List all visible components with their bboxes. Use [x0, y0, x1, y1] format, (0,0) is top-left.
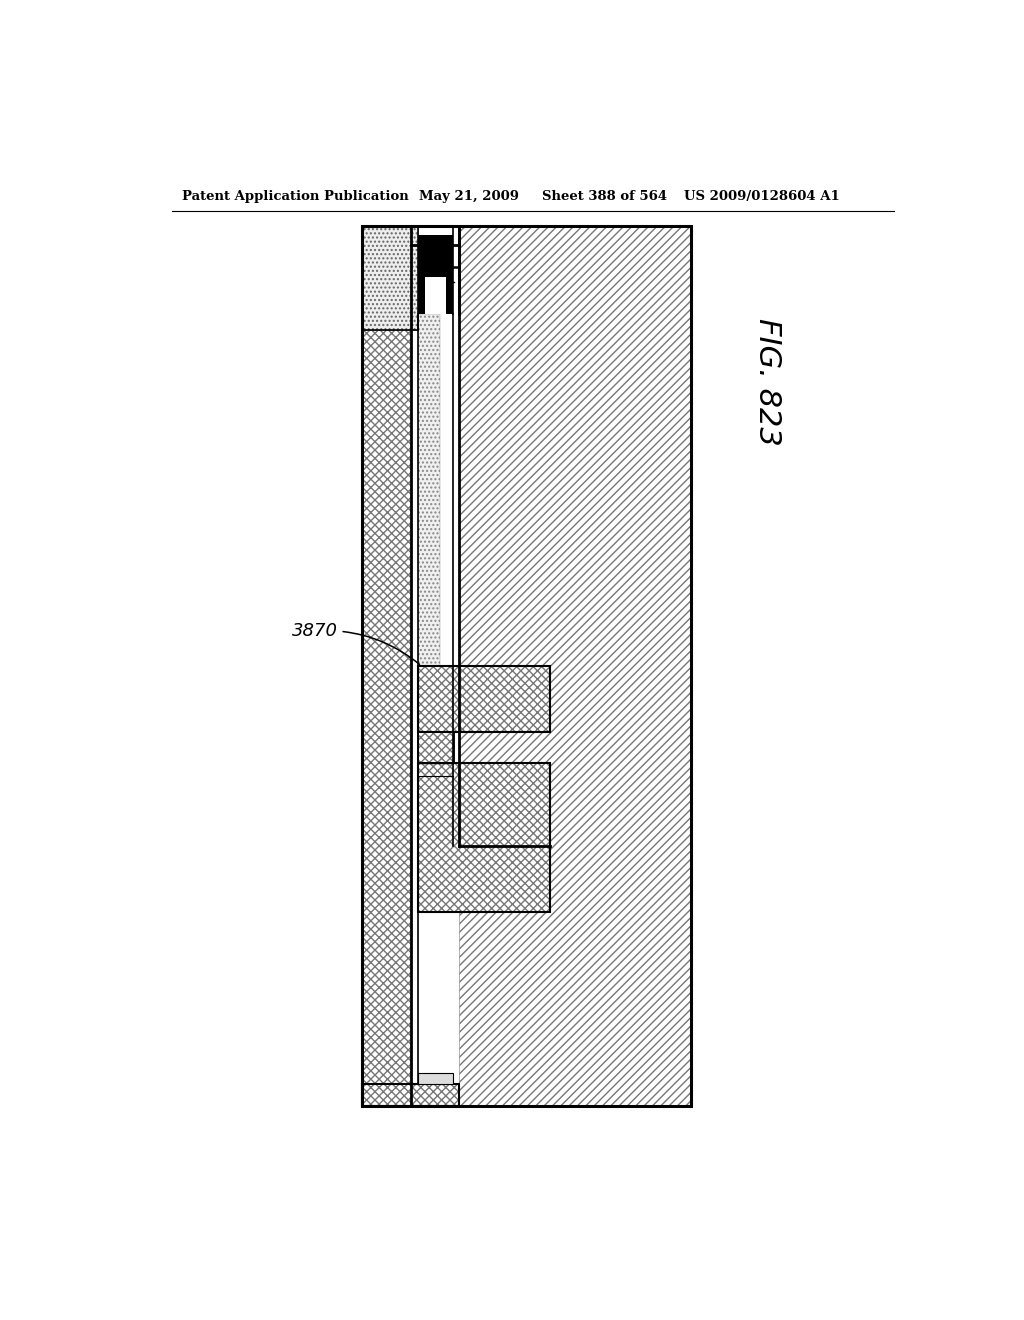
Bar: [362, 1084, 459, 1106]
Text: FIG. 823: FIG. 823: [754, 318, 782, 446]
Bar: [418, 667, 550, 733]
Text: US 2009/0128604 A1: US 2009/0128604 A1: [684, 190, 840, 202]
Bar: [362, 1084, 459, 1106]
Bar: [418, 314, 440, 846]
Bar: [362, 227, 412, 1106]
Bar: [418, 763, 550, 912]
Bar: [425, 277, 445, 314]
Bar: [418, 235, 453, 314]
Bar: [418, 1073, 453, 1084]
Bar: [459, 227, 691, 1106]
Bar: [362, 227, 418, 330]
Bar: [362, 227, 691, 1106]
Bar: [418, 733, 455, 763]
Text: Patent Application Publication: Patent Application Publication: [182, 190, 409, 202]
Bar: [362, 227, 418, 330]
Bar: [412, 227, 418, 1106]
Text: May 21, 2009: May 21, 2009: [419, 190, 519, 202]
Bar: [418, 763, 550, 912]
Text: Sheet 388 of 564: Sheet 388 of 564: [543, 190, 668, 202]
Text: 3870: 3870: [292, 622, 420, 664]
Bar: [418, 667, 550, 733]
Bar: [418, 733, 455, 763]
